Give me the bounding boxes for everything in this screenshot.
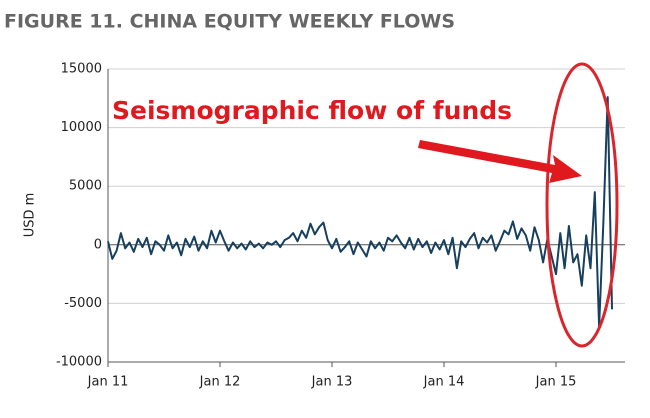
x-tick-label: Jan 11 [87,375,129,390]
x-tick-label: Jan 15 [535,375,577,390]
y-tick-label: 0 [94,237,102,252]
y-tick-label: 5000 [69,179,102,194]
chart-title: FIGURE 11. CHINA EQUITY WEEKLY FLOWS [4,11,455,33]
x-tick-label: Jan 14 [423,375,465,390]
highlight-ellipse [545,62,619,348]
annotation: Seismographic flow of funds [112,96,512,125]
x-tick-label: Jan 12 [199,375,241,390]
y-tick-label: 10000 [61,120,102,135]
arrow [418,140,582,183]
plot-area: -10000 -5000 0 5000 10000 15000 Jan 11 Jan 12 Ja… [56,62,625,390]
y-tick-label: 15000 [61,62,102,77]
x-tick-label: Jan 13 [311,375,353,390]
y-tick-label: -10000 [56,355,102,370]
data-line [107,96,613,328]
y-axis-label: USD m [23,193,38,238]
y-tick-label: -5000 [64,296,102,311]
